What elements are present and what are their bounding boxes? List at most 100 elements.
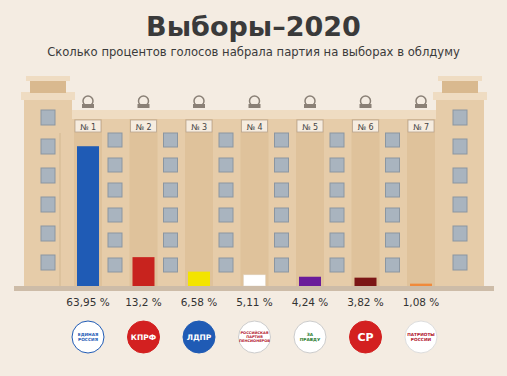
tower-cornice: [21, 92, 75, 100]
ground: [14, 286, 494, 291]
window: [108, 183, 122, 197]
window: [386, 133, 400, 147]
window: [108, 233, 122, 247]
window: [219, 233, 233, 247]
pilaster: [352, 119, 380, 288]
pilaster: [296, 119, 324, 288]
window: [219, 258, 233, 272]
value-axis: [60, 133, 61, 286]
emblem-base: [138, 104, 150, 108]
category-plaque: [353, 120, 379, 132]
window: [275, 208, 289, 222]
window: [275, 133, 289, 147]
window: [164, 133, 178, 147]
logo-text-line: ПРАВДУ: [300, 337, 321, 342]
window: [108, 258, 122, 272]
window: [41, 255, 55, 270]
tower-cap: [26, 76, 70, 81]
logo-text: ПАТРИОТЫРОССИИ: [407, 332, 435, 342]
tower-cornice: [433, 92, 487, 100]
category-plaque: [242, 120, 268, 132]
logo-text: ЛДПР: [187, 333, 212, 342]
bar: [77, 146, 99, 286]
bar: [355, 278, 377, 286]
tower-top: [442, 80, 478, 93]
subtitle: Сколько процентов голосов набрала партия…: [47, 45, 460, 59]
pilaster: [407, 119, 435, 288]
window: [219, 183, 233, 197]
logo-text: ЕДИНАЯРОССИЯ: [78, 332, 99, 342]
data-label: 63,95 %: [66, 296, 109, 308]
logo-text-line: СР: [357, 331, 373, 344]
window: [41, 197, 55, 212]
bar: [188, 272, 210, 286]
logo: [350, 321, 382, 353]
pilaster: [74, 119, 102, 288]
window: [41, 110, 55, 125]
emblem-base: [415, 104, 427, 108]
window: [453, 255, 467, 270]
window: [330, 183, 344, 197]
logo: [72, 321, 104, 353]
window: [41, 226, 55, 241]
emblem-base: [249, 104, 261, 108]
tower: [24, 98, 72, 288]
emblem-base: [193, 104, 205, 108]
emblem-base: [360, 104, 372, 108]
window: [330, 208, 344, 222]
bar: [244, 275, 266, 286]
pilaster: [241, 119, 269, 288]
window: [164, 233, 178, 247]
bar: [410, 284, 432, 286]
facade: [60, 118, 448, 288]
chart-root: Выборы–2020Сколько процентов голосов наб…: [0, 0, 507, 376]
background: [0, 0, 507, 376]
logo-text: КПРФ: [131, 333, 157, 342]
category-plaque: [75, 120, 101, 132]
window: [219, 158, 233, 172]
window: [108, 158, 122, 172]
data-label: 5,11 %: [236, 296, 273, 308]
window: [386, 258, 400, 272]
data-label: 4,24 %: [292, 296, 329, 308]
window: [453, 168, 467, 183]
category-label: № 2: [136, 123, 152, 132]
window: [453, 197, 467, 212]
window: [164, 208, 178, 222]
window: [164, 158, 178, 172]
window: [41, 139, 55, 154]
category-plaque: [131, 120, 157, 132]
logo: [128, 321, 160, 353]
category-label: № 7: [413, 123, 429, 132]
window: [108, 133, 122, 147]
window: [164, 183, 178, 197]
category-plaque: [297, 120, 323, 132]
chart: Выборы–2020Сколько процентов голосов наб…: [0, 0, 507, 376]
emblem-base: [82, 104, 94, 108]
category-label: № 5: [302, 123, 318, 132]
category-label: № 1: [80, 123, 96, 132]
window: [108, 208, 122, 222]
window: [275, 158, 289, 172]
window: [219, 133, 233, 147]
window: [41, 168, 55, 183]
tower-top: [30, 80, 66, 93]
window: [164, 258, 178, 272]
window: [386, 158, 400, 172]
category-plaque: [408, 120, 434, 132]
bars: [77, 146, 432, 286]
building: [14, 76, 494, 291]
tower: [436, 98, 484, 288]
data-label: 3,82 %: [347, 296, 384, 308]
bar: [299, 277, 321, 286]
category-plaque: [186, 120, 212, 132]
window: [453, 226, 467, 241]
logo: [405, 321, 437, 353]
data-label: 1,08 %: [403, 296, 440, 308]
logo: [239, 321, 271, 353]
cornice: [56, 110, 452, 119]
window: [453, 139, 467, 154]
window: [386, 183, 400, 197]
logo: [183, 321, 215, 353]
window: [275, 183, 289, 197]
